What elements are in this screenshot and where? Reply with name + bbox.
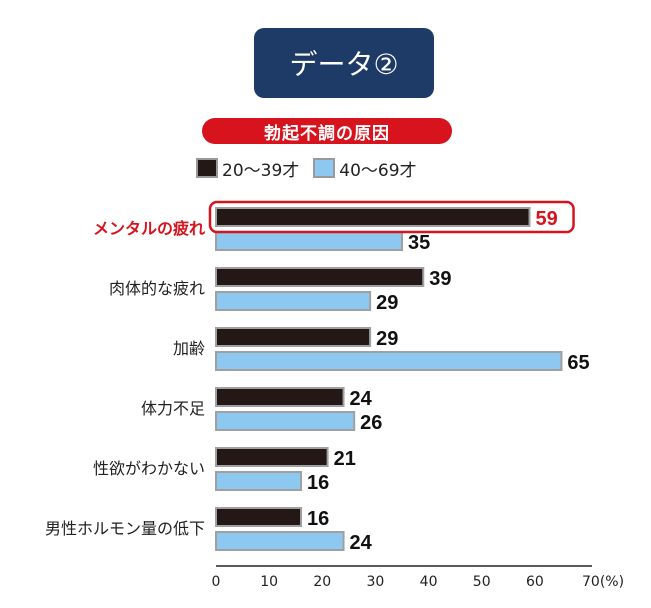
data-header-badge: データ②	[254, 28, 434, 98]
category-label: 肉体的な疲れ	[109, 279, 205, 298]
chart-title-text: 勃起不調の原因	[264, 123, 390, 144]
bar	[215, 327, 372, 347]
legend-swatch-series-1	[196, 158, 218, 178]
data-label: 16	[307, 472, 329, 494]
bar	[215, 291, 372, 311]
x-tick-label: 30	[367, 574, 385, 590]
bar	[215, 507, 303, 527]
legend-item-series-1: 20〜39才	[196, 156, 299, 181]
chart-title: 勃起不調の原因	[202, 118, 452, 144]
category-label: 男性ホルモン量の低下	[45, 519, 205, 538]
category-label: 加齢	[173, 339, 205, 358]
bar	[215, 531, 345, 551]
x-tick-label: 70(%)	[582, 574, 624, 590]
chart-legend: 20〜39才 40〜69才	[196, 156, 431, 181]
data-label: 16	[307, 508, 329, 530]
data-label: 65	[567, 352, 589, 374]
data-label: 29	[376, 292, 398, 314]
legend-label-series-1: 20〜39才	[222, 160, 300, 181]
legend-label-series-2: 40〜69才	[339, 160, 417, 181]
data-header-label: データ②	[289, 48, 399, 81]
x-tick-label: 10	[260, 574, 278, 590]
bar	[215, 231, 403, 251]
x-tick-label: 0	[212, 574, 221, 590]
bar	[215, 471, 303, 491]
category-label: メンタルの疲れ	[93, 219, 205, 238]
data-label: 59	[536, 208, 558, 230]
bar	[215, 207, 531, 227]
data-label: 39	[429, 268, 451, 290]
data-label: 35	[408, 232, 430, 254]
category-label: 性欲がわかない	[93, 459, 205, 478]
data-label: 24	[350, 532, 373, 554]
bar	[215, 267, 425, 287]
x-tick-label: 40	[420, 574, 438, 590]
bar	[215, 351, 563, 371]
x-tick-label: 50	[473, 574, 491, 590]
legend-item-series-2: 40〜69才	[313, 156, 417, 181]
data-label: 29	[376, 328, 398, 350]
bar	[215, 447, 329, 467]
x-tick-label: 20	[313, 574, 331, 590]
data-label: 21	[334, 448, 356, 470]
data-label: 24	[350, 388, 373, 410]
bar	[215, 387, 345, 407]
highlight-frame	[208, 200, 575, 234]
data-label: 26	[360, 412, 382, 434]
category-label: 体力不足	[141, 399, 205, 418]
x-tick-label: 60	[526, 574, 544, 590]
bar	[215, 411, 356, 431]
legend-swatch-series-2	[313, 158, 336, 178]
